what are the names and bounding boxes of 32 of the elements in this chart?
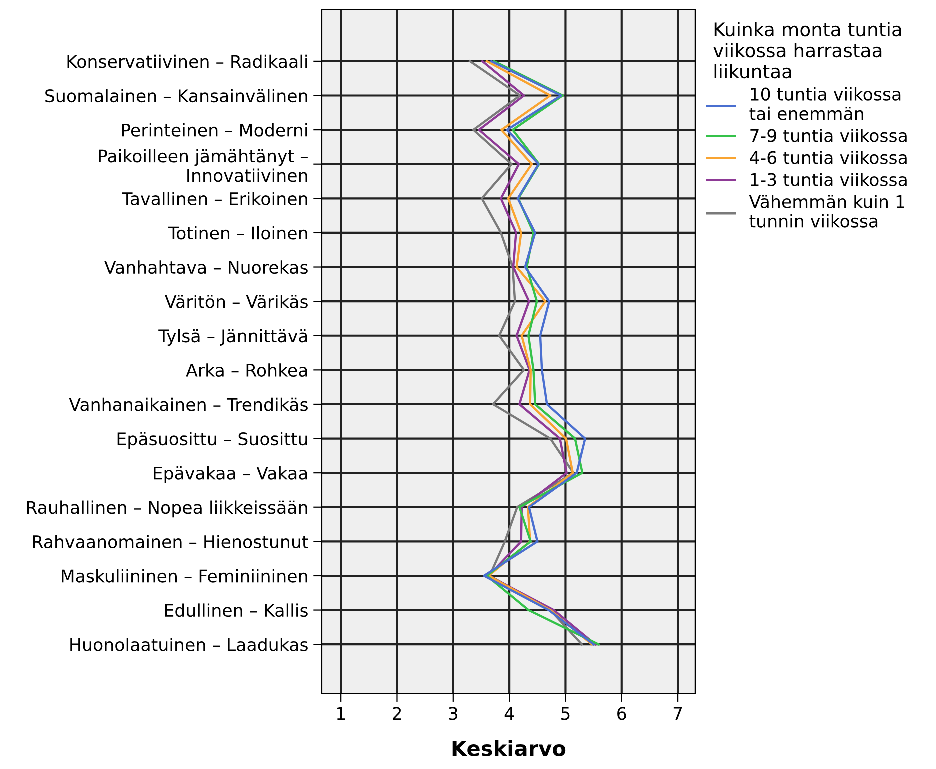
legend-label: Vähemmän kuin 1 tunnin viikossa [749, 194, 904, 228]
x-tick-label: 2 [392, 707, 402, 720]
x-tick-label: 1 [337, 707, 345, 720]
x-tick-label: 3 [449, 707, 458, 720]
y-tick-label: Perinteinen – Moderni [122, 123, 308, 137]
y-tick-label: Edullinen – Kallis [165, 604, 308, 618]
y-tick-label: Rauhallinen – Nopea liikkeissään [27, 500, 308, 518]
y-tick-label: Konservatiivinen – Radikaali [68, 54, 308, 68]
y-tick-label: Paikoilleen jämähtänyt – Innovatiivinen [99, 149, 308, 182]
legend-label: 10 tuntia viikossa tai enemmän [750, 87, 901, 120]
y-tick-label: Epävakaa – Vakaa [154, 466, 308, 484]
legend-title: Kuinka monta tuntia viikossa harrastaa liikuntaa [714, 22, 902, 79]
y-tick-label: Suomalainen – Kansainvälinen [46, 89, 308, 103]
y-tick-label: Tylsä – Jännittävä [158, 329, 308, 346]
y-tick-label: Huonolaatuinen – Laadukas [70, 638, 308, 652]
y-tick-label: Totinen – Iloinen [168, 226, 308, 240]
x-tick-label: 6 [618, 707, 626, 720]
y-tick-label: Rahvaanomainen – Hienostunut [33, 535, 308, 549]
y-tick-label: Maskuliininen – Feminiininen [62, 569, 308, 583]
x-tick-label: 5 [562, 707, 570, 720]
legend-label: 4-6 tuntia viikossa [750, 150, 907, 164]
y-tick-label: Arka – Rohkea [186, 364, 308, 378]
y-tick-label: Vanhanaikainen – Trendikäs [69, 398, 308, 412]
x-axis-title: Keskiarvo [452, 740, 566, 756]
y-tick-label: Tavallinen – Erikoinen [122, 192, 308, 206]
legend-label: 1-3 tuntia viikossa [751, 172, 907, 186]
y-tick-label: Vanhahtava – Nuorekas [104, 260, 308, 274]
y-tick-label: Väritön – Värikäs [165, 294, 308, 308]
y-tick-label: Epäsuosittu – Suosittu [118, 432, 308, 449]
x-tick-label: 4 [504, 707, 514, 720]
legend-label: 7-9 tuntia viikossa [750, 128, 907, 142]
x-tick-label: 7 [674, 707, 682, 720]
